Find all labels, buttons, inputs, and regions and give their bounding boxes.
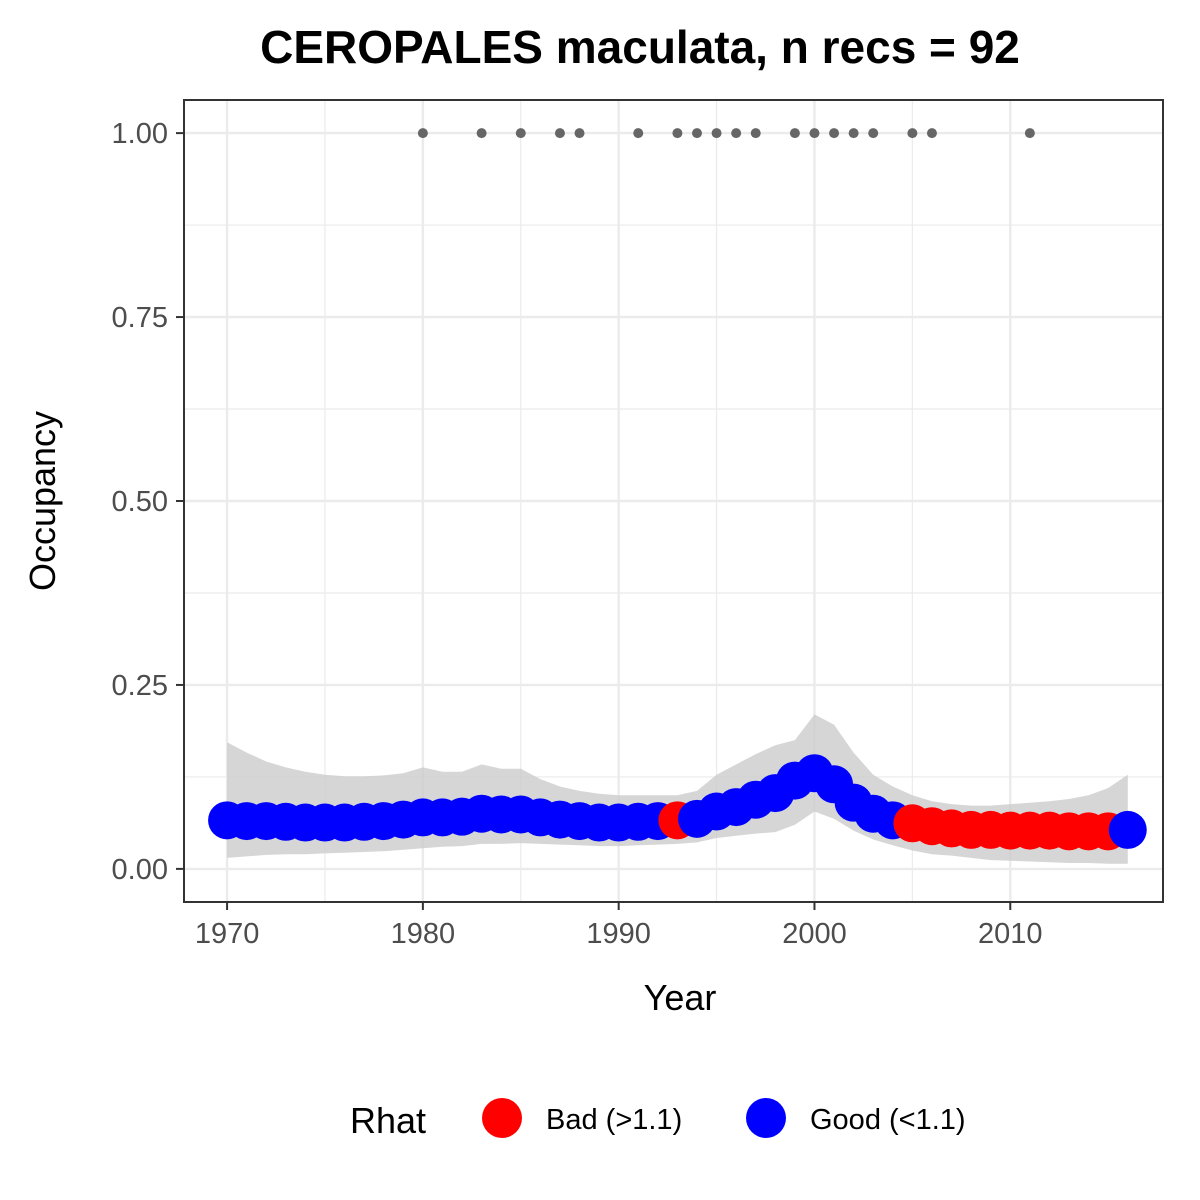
legend-label-bad: Bad (>1.1) (546, 1104, 682, 1136)
record-point (848, 128, 859, 139)
y-axis: 0.00 0.25 0.50 0.75 1.00 (112, 118, 184, 886)
legend-key-bad (482, 1098, 522, 1138)
record-point (750, 128, 761, 139)
record-point (633, 128, 644, 139)
x-axis: 1970 1980 1990 2000 2010 (195, 902, 1043, 950)
legend-key-good (746, 1098, 786, 1138)
x-tick-label: 1990 (586, 918, 651, 950)
record-point (1024, 128, 1035, 139)
record-point (789, 128, 800, 139)
x-tick-label: 1980 (391, 918, 456, 950)
legend-label-good: Good (<1.1) (810, 1104, 966, 1136)
x-tick-label: 2010 (978, 918, 1043, 950)
y-tick-label: 0.00 (112, 854, 168, 886)
y-axis-title: Occupancy (22, 411, 63, 591)
record-point (829, 128, 840, 139)
record-point (672, 128, 683, 139)
record-point (476, 128, 487, 139)
record-points-layer (417, 128, 1035, 139)
legend-title: Rhat (350, 1100, 426, 1141)
record-point (809, 128, 820, 139)
chart-title: CEROPALES maculata, n recs = 92 (260, 21, 1020, 73)
legend: Rhat Bad (>1.1) Good (<1.1) (350, 1098, 966, 1141)
y-tick-label: 1.00 (112, 118, 168, 150)
record-point (691, 128, 702, 139)
y-tick-label: 0.25 (112, 670, 168, 702)
record-point (417, 128, 428, 139)
record-point (731, 128, 742, 139)
record-point (711, 128, 722, 139)
x-axis-title: Year (644, 977, 717, 1018)
x-tick-label: 1970 (195, 918, 260, 950)
record-point (574, 128, 585, 139)
occupancy-point (1108, 810, 1147, 849)
record-point (515, 128, 526, 139)
y-tick-label: 0.75 (112, 302, 168, 334)
record-point (926, 128, 937, 139)
record-point (907, 128, 918, 139)
x-tick-label: 2000 (782, 918, 847, 950)
record-point (554, 128, 565, 139)
occupancy-points-layer (208, 754, 1147, 851)
y-tick-label: 0.50 (112, 486, 168, 518)
record-point (868, 128, 879, 139)
